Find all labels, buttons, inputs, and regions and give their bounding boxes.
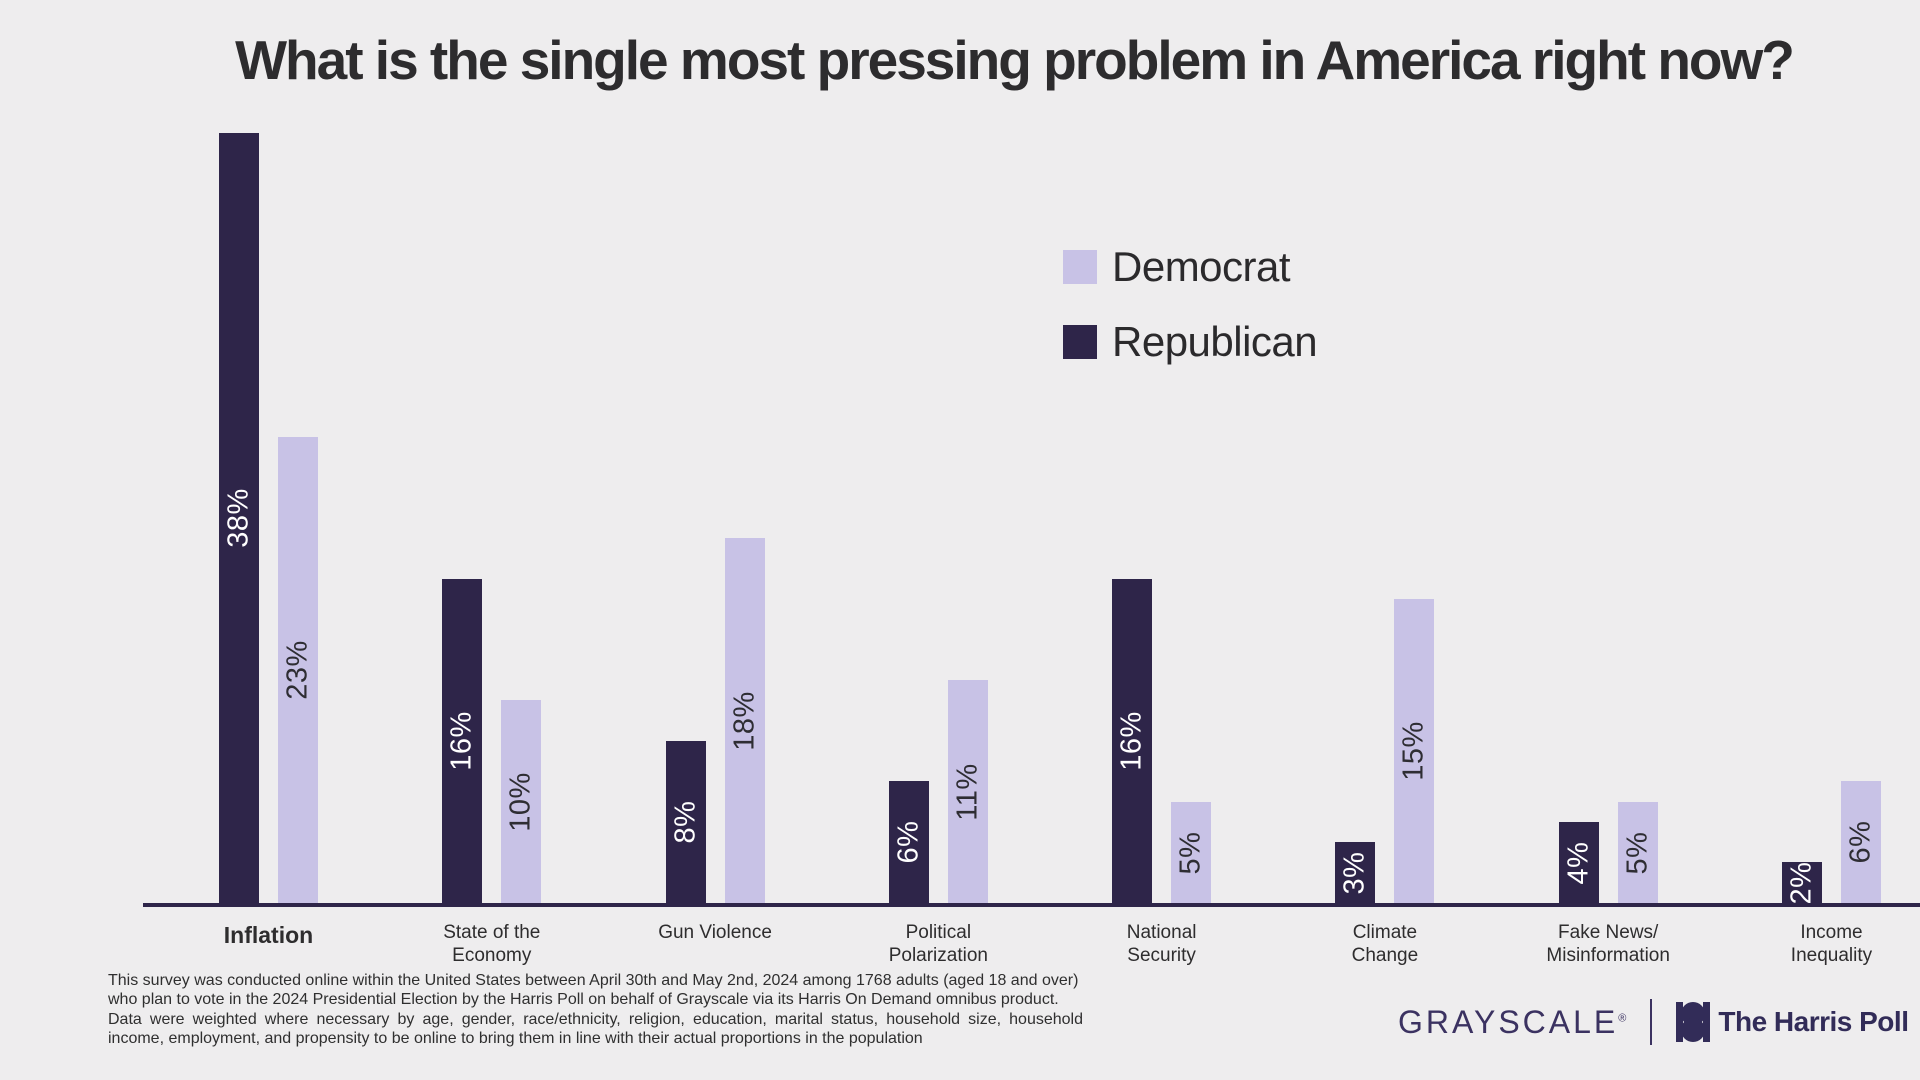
grayscale-wordmark: GRAYSCALE (1398, 1003, 1619, 1040)
category-label-income-inequality: Income Inequality (1790, 922, 1873, 967)
legend-label-republican: Republican (1112, 318, 1318, 365)
legend-item-republican: Republican (1063, 318, 1318, 366)
brand-divider (1650, 999, 1653, 1045)
bar-democrat-national-security: 5% (1171, 802, 1212, 903)
category-label-state-of-the-economy: State of the Economy (443, 922, 541, 967)
footnote-line: income, employment, and propensity to be… (108, 1029, 923, 1047)
bar-group-income-inequality: 2% 6% Income Inequality (1781, 0, 1881, 966)
bar-group-climate-change: 3% 15% Climate Change (1335, 0, 1435, 966)
bar-value-label: 15% (1397, 721, 1430, 781)
bar-democrat-fake-news-misinformation: 5% (1617, 802, 1658, 903)
bar-group-fake-news-misinformation: 4% 5% Fake News/ Misinformation (1546, 0, 1670, 966)
category-label-national-security: National Security (1126, 922, 1197, 967)
bar-value-label: 8% (669, 800, 702, 844)
bar-value-label: 5% (1621, 831, 1654, 874)
bar-value-label: 18% (728, 690, 761, 751)
bar-republican-state-of-the-economy: 16% (442, 579, 483, 903)
harris-poll-logo: The Harris Poll (1676, 1002, 1909, 1042)
bar-group-political-polarization: 6% 11% Political Polarization (888, 0, 988, 966)
category-label-climate-change: Climate Change (1351, 922, 1419, 967)
bar-value-label: 6% (1844, 820, 1877, 864)
bar-democrat-political-polarization: 11% (947, 680, 988, 903)
legend-item-democrat: Democrat (1063, 243, 1317, 291)
bar-democrat-gun-violence: 18% (724, 538, 765, 903)
bar-republican-inflation: 38% (219, 133, 259, 903)
bar-group-inflation: 38% 23% Inflation (219, 0, 318, 948)
footnote-line: who plan to vote in the 2024 Presidentia… (108, 991, 1059, 1009)
bar-republican-climate-change: 3% (1335, 842, 1376, 903)
chart-title: What is the single most pressing problem… (235, 29, 1795, 91)
bar-group-gun-violence: 8% 18% Gun Violence (658, 0, 772, 943)
category-label-fake-news-misinformation: Fake News/ Misinformation (1546, 922, 1670, 967)
bar-group-state-of-the-economy: 16% 10% State of the Economy (442, 0, 542, 966)
footnote-line: This survey was conducted online within … (108, 972, 1079, 989)
category-label-gun-violence: Gun Violence (658, 922, 772, 943)
legend-swatch-democrat (1063, 250, 1097, 284)
category-label-political-polarization: Political Polarization (888, 922, 988, 967)
bar-republican-income-inequality: 2% (1781, 861, 1822, 904)
bar-chart-plot: 38% 23% Inflation 16% 10% State of the Econom… (143, 0, 1920, 966)
bar-republican-gun-violence: 8% (665, 741, 706, 903)
legend: Democrat Republican (1063, 243, 1318, 366)
survey-methodology-note: This survey was conducted online within … (108, 971, 1083, 1048)
bar-value-label: 5% (1174, 831, 1207, 874)
bar-value-label: 38% (222, 488, 255, 548)
bar-republican-fake-news-misinformation: 4% (1558, 822, 1599, 903)
bar-republican-political-polarization: 6% (888, 781, 929, 903)
bar-value-label: 2% (1785, 861, 1818, 904)
bar-value-label: 3% (1338, 851, 1371, 894)
bar-democrat-income-inequality: 6% (1840, 781, 1881, 903)
bar-republican-national-security: 16% (1112, 579, 1153, 903)
registered-trademark-symbol: ® (1618, 1011, 1627, 1024)
bar-group-national-security: 16% 5% National Security (1112, 0, 1212, 966)
legend-swatch-republican (1063, 325, 1097, 359)
bar-value-label: 16% (1115, 711, 1148, 771)
harris-poll-icon (1676, 1002, 1711, 1042)
branding-row: GRAYSCALE® The Harris Poll (1398, 998, 1909, 1046)
legend-label-democrat: Democrat (1112, 243, 1291, 290)
category-label-inflation: Inflation (223, 922, 314, 948)
bar-value-label: 10% (504, 771, 537, 832)
bar-value-label: 16% (445, 711, 478, 771)
bar-value-label: 23% (281, 640, 314, 700)
bar-value-label: 4% (1562, 841, 1595, 884)
bar-democrat-inflation: 23% (278, 437, 318, 903)
bar-democrat-climate-change: 15% (1394, 599, 1435, 903)
bar-democrat-state-of-the-economy: 10% (501, 700, 542, 903)
bar-value-label: 6% (892, 820, 925, 864)
bar-value-label: 11% (951, 762, 984, 821)
footnote-line: Data were weighted where necessary by ag… (108, 1010, 1083, 1028)
grayscale-logo: GRAYSCALE® (1398, 1004, 1626, 1041)
harris-poll-wordmark: The Harris Poll (1718, 1006, 1909, 1037)
